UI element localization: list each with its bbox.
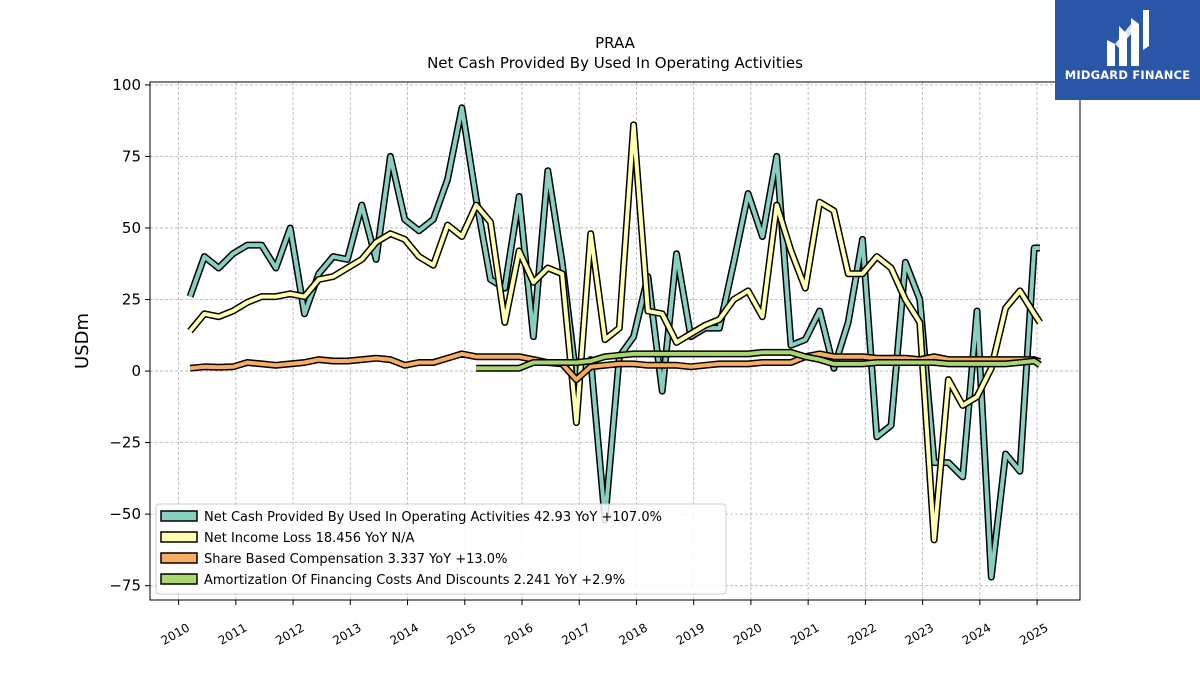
y-tick-label: 75	[122, 147, 141, 165]
y-axis-ticks: 100 75 50 25 0 −25 −50 −75	[109, 76, 150, 595]
x-tick-label: 2021	[788, 620, 821, 647]
x-tick-label: 2022	[845, 620, 878, 647]
y-tick-label: 0	[131, 362, 141, 380]
legend-box	[155, 503, 727, 595]
series-line	[188, 122, 1042, 542]
x-tick-label: 2023	[903, 620, 936, 647]
chart-subtitle: Net Cash Provided By Used In Operating A…	[427, 54, 803, 72]
x-tick-label: 2016	[502, 620, 535, 647]
legend: Net Cash Provided By Used In Operating A…	[155, 503, 727, 595]
x-tick-label: 2017	[559, 620, 592, 647]
x-tick-label: 2019	[674, 620, 707, 647]
legend-swatch	[160, 531, 198, 543]
legend-entry: Net Cash Provided By Used In Operating A…	[204, 510, 662, 525]
x-tick-label: 2025	[1017, 620, 1050, 647]
series-group	[189, 350, 1042, 384]
brand-name: MIDGARD FINANCE	[1064, 68, 1191, 82]
plot-frame	[149, 81, 1081, 601]
y-tick-label: 100	[112, 76, 141, 94]
series-layer	[186, 104, 1043, 581]
y-tick-label: −50	[109, 505, 141, 523]
y-tick-label: 50	[122, 219, 141, 237]
x-tick-label: 2020	[731, 620, 764, 647]
legend-entry: Share Based Compensation 3.337 YoY +13.0…	[204, 552, 507, 567]
series-group	[476, 348, 1042, 372]
x-tick-label: 2010	[159, 620, 192, 647]
series-line	[476, 350, 1042, 371]
x-tick-label: 2011	[216, 620, 249, 647]
y-axis-label: USDm	[72, 313, 93, 369]
x-tick-label: 2013	[330, 620, 363, 647]
legend-entry: Amortization Of Financing Costs And Disc…	[204, 573, 625, 588]
midgard-m-icon	[1107, 10, 1149, 66]
x-tick-label: 2024	[960, 620, 993, 647]
x-tick-label: 2015	[445, 620, 478, 647]
legend-swatch	[160, 510, 198, 522]
series-line	[189, 351, 1041, 382]
legend-entry: Net Income Loss 18.456 YoY N/A	[204, 531, 415, 546]
y-tick-label: −75	[109, 577, 141, 595]
x-tick-label: 2014	[388, 620, 421, 647]
x-tick-label: 2018	[617, 620, 650, 647]
x-tick-label: 2012	[273, 620, 306, 647]
y-tick-label: −25	[109, 434, 141, 452]
series-group	[187, 121, 1043, 544]
brand-logo: MIDGARD FINANCE	[1055, 0, 1200, 100]
x-axis-ticks: 2010 2011 2012 2013 2014 2015 2016 2017 2018 2019…	[159, 600, 1051, 648]
y-tick-label: 25	[122, 291, 141, 309]
legend-swatch	[160, 573, 198, 585]
chart-title: PRAA	[595, 34, 636, 52]
legend-swatch	[160, 552, 198, 564]
